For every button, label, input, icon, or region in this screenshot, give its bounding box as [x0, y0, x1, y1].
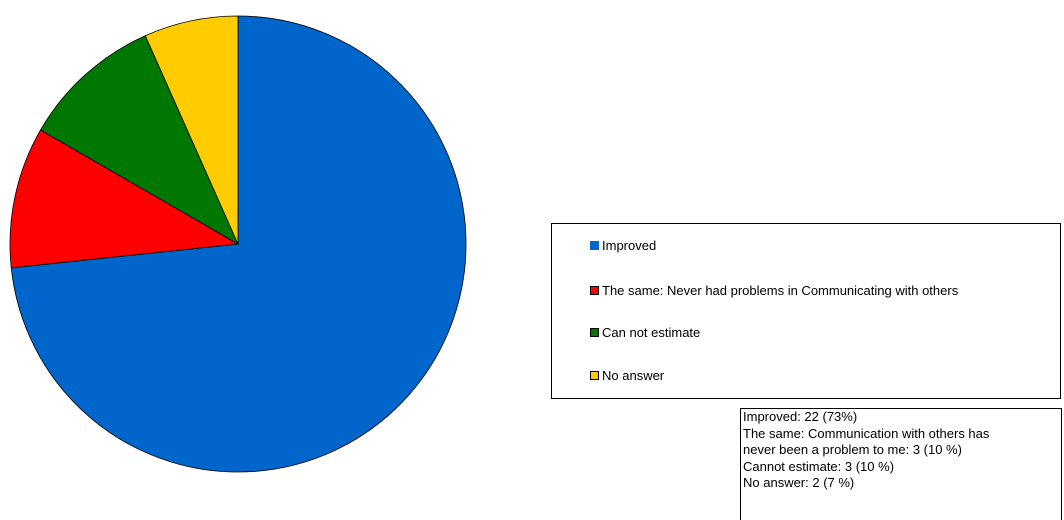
legend-swatch-same	[590, 286, 599, 295]
note-line: The same: Communication with others has	[743, 425, 990, 441]
pie-slice-no-answer	[144, 15, 239, 245]
legend-item-same: The same: Never had problems in Communic…	[590, 283, 958, 298]
legend-item-cannot-estimate: Can not estimate	[590, 325, 700, 340]
legend-label-cannot-estimate: Can not estimate	[602, 325, 701, 340]
legend-label-no-answer: No answer	[602, 368, 665, 383]
pie-slice-the-same-never-had-problems-in	[9, 129, 240, 269]
legend-label-same: The same: Never had problems in Communic…	[602, 283, 959, 298]
note-line: never been a problem to me: 3 (10 %)	[743, 442, 962, 458]
pie-slice-can-not-estimate	[40, 35, 239, 245]
chart-legend: Improved The same: Never had problems in…	[551, 223, 1061, 399]
note-line: Cannot estimate: 3 (10 %)	[743, 458, 895, 474]
results-note-box: Improved: 22 (73%) The same: Communicati…	[740, 408, 1062, 520]
legend-swatch-improved	[590, 241, 599, 250]
legend-swatch-cannot-estimate	[590, 328, 599, 337]
note-line: No answer: 2 (7 %)	[743, 475, 855, 491]
pie-chart	[9, 15, 467, 473]
legend-swatch-no-answer	[590, 371, 599, 380]
legend-label-improved: Improved	[602, 238, 657, 253]
legend-item-no-answer: No answer	[590, 368, 664, 383]
legend-item-improved: Improved	[590, 238, 656, 253]
note-line: Improved: 22 (73%)	[743, 409, 858, 424]
